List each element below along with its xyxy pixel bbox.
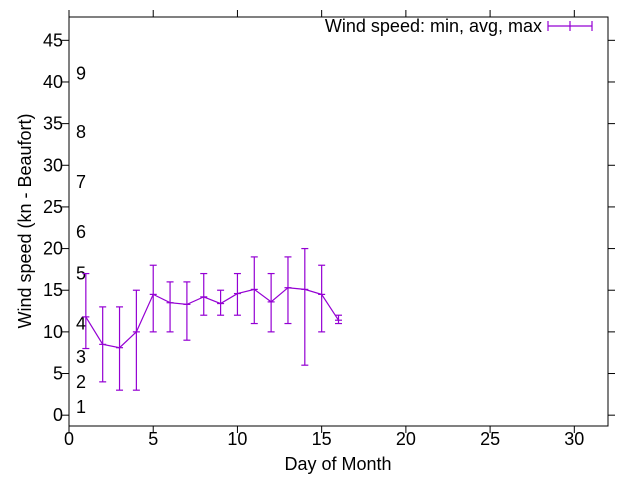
beaufort-scale-label: 3 xyxy=(76,347,86,367)
x-tick-label: 0 xyxy=(64,429,74,449)
beaufort-scale-label: 5 xyxy=(76,264,86,284)
y-tick-label: 20 xyxy=(43,239,63,259)
plot-border xyxy=(68,16,609,427)
x-tick-label: 15 xyxy=(312,429,332,449)
legend-label: Wind speed: min, avg, max xyxy=(325,16,542,36)
y-tick-label: 45 xyxy=(43,30,63,50)
x-tick-label: 25 xyxy=(480,429,500,449)
beaufort-scale-label: 7 xyxy=(76,172,86,192)
beaufort-scale-label: 8 xyxy=(76,122,86,142)
beaufort-scale-label: 2 xyxy=(76,372,86,392)
y-tick-label: 0 xyxy=(53,405,63,425)
x-tick-label: 10 xyxy=(227,429,247,449)
y-tick-label: 5 xyxy=(53,364,63,384)
beaufort-scale-label: 6 xyxy=(76,222,86,242)
y-tick-label: 40 xyxy=(43,72,63,92)
x-tick-label: 5 xyxy=(148,429,158,449)
y-tick-label: 25 xyxy=(43,197,63,217)
beaufort-scale-label: 1 xyxy=(76,397,86,417)
x-tick-label: 20 xyxy=(396,429,416,449)
y-tick-label: 35 xyxy=(43,114,63,134)
y-tick-label: 15 xyxy=(43,280,63,300)
avg-line xyxy=(85,287,340,349)
beaufort-scale-label: 9 xyxy=(76,64,86,84)
x-axis-title: Day of Month xyxy=(284,454,391,474)
y-tick-label: 30 xyxy=(43,155,63,175)
x-tick-label: 30 xyxy=(564,429,584,449)
beaufort-scale-label: 4 xyxy=(76,314,86,334)
y-axis-title: Wind speed (kn - Beaufort) xyxy=(15,113,35,328)
y-tick-label: 10 xyxy=(43,322,63,342)
